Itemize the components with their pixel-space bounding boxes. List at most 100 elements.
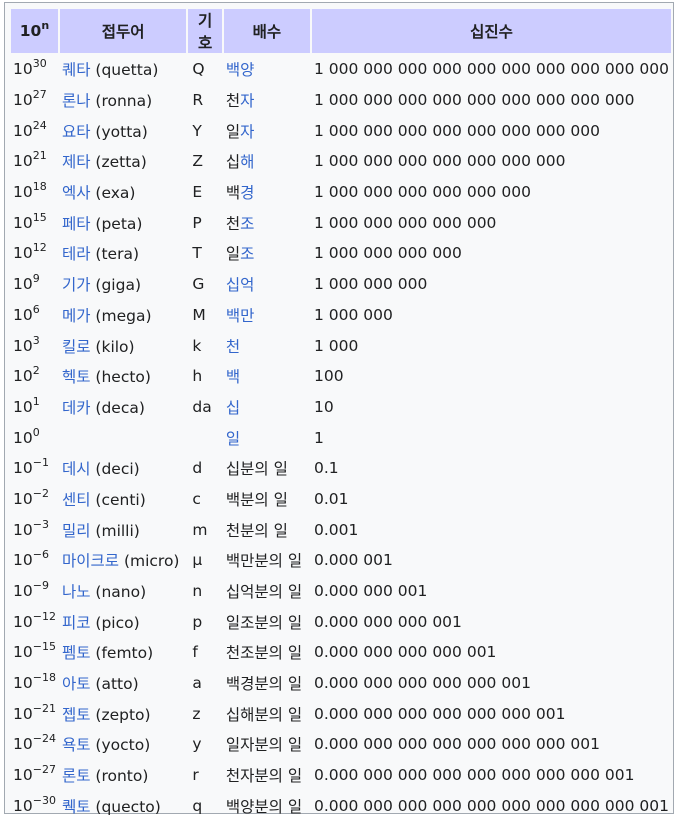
prefix-link[interactable]: 데시: [61, 460, 91, 479]
multiple-text: 일: [225, 245, 241, 264]
prefix-link[interactable]: 욕토: [61, 736, 91, 755]
prefix-link[interactable]: 센티: [61, 490, 91, 509]
power-cell: 10−27: [11, 761, 58, 790]
decimal-cell: 1 000 000 000: [314, 275, 428, 294]
symbol-cell: c: [192, 489, 201, 508]
symbol-cell: r: [192, 766, 199, 785]
table-row: 1027 론나 (ronna) R 천자 1 000 000 000 000 000 0…: [11, 86, 671, 115]
prefix-english: (yocto): [95, 736, 151, 755]
symbol-cell: z: [192, 704, 201, 723]
multiple-link[interactable]: 조: [240, 245, 255, 264]
decimal-cell: 0.000 000 000 000 000 000 000 001: [314, 735, 600, 754]
prefix-link[interactable]: 펨토: [61, 644, 91, 663]
prefix-link[interactable]: 킬로: [61, 337, 91, 356]
prefix-english: (giga): [95, 276, 141, 295]
power-base: 10: [13, 766, 33, 785]
prefix-english: (deca): [95, 398, 145, 417]
multiple-link[interactable]: 일: [225, 429, 241, 448]
decimal-cell: 1 000 000: [314, 305, 393, 324]
prefix-link[interactable]: 밀리: [61, 521, 91, 540]
prefix-english: (peta): [95, 214, 143, 233]
multiple-text: 십분의 일: [225, 460, 288, 479]
power-cell: 10−2: [11, 485, 58, 514]
prefix-link[interactable]: 테라: [61, 245, 91, 264]
multiple-link[interactable]: 자: [240, 122, 255, 141]
symbol-cell: m: [192, 520, 208, 539]
power-exponent: 21: [32, 149, 47, 163]
power-cell: 1021: [11, 147, 58, 176]
power-base: 10: [13, 275, 33, 294]
prefix-link[interactable]: 젭토: [61, 705, 91, 724]
power-cell: 102: [11, 362, 58, 391]
header-power: 10n: [11, 9, 58, 53]
power-base: 10: [13, 213, 33, 232]
prefix-cell: 펨토 (femto): [60, 638, 186, 667]
header-decimal: 십진수: [312, 9, 671, 53]
decimal-cell: 1 000 000 000 000: [314, 244, 462, 263]
prefix-link[interactable]: 메가: [61, 306, 91, 325]
prefix-link[interactable]: 피코: [61, 613, 91, 632]
prefix-link[interactable]: 나노: [61, 583, 91, 602]
prefix-link[interactable]: 헥토: [61, 368, 91, 387]
multiple-text: 백분의 일: [225, 490, 288, 509]
prefix-cell: 엑사 (exa): [60, 178, 186, 207]
prefix-link[interactable]: 페타: [61, 214, 91, 233]
prefix-english: (centi): [95, 490, 146, 509]
power-base: 10: [13, 674, 33, 693]
prefix-link[interactable]: 기가: [61, 276, 91, 295]
symbol-cell: M: [192, 305, 206, 324]
multiple-link[interactable]: 십: [225, 398, 241, 417]
prefix-cell: 기가 (giga): [60, 270, 186, 299]
prefix-link[interactable]: 아토: [61, 675, 91, 694]
prefix-cell: 요타 (yotta): [60, 116, 186, 145]
multiple-link[interactable]: 백양: [225, 61, 255, 80]
power-cell: 103: [11, 331, 58, 360]
multiple-link[interactable]: 백: [225, 368, 241, 387]
power-base: 10: [13, 152, 33, 171]
prefix-cell: 페타 (peta): [60, 208, 186, 237]
prefix-cell: 퀘타 (quetta): [60, 55, 186, 84]
table-row: 10−24 욕토 (yocto) y 일자분의 일 0.000 000 000 000 …: [11, 730, 671, 759]
prefix-link[interactable]: 론나: [61, 92, 91, 111]
multiple-link[interactable]: 해: [240, 153, 255, 172]
prefix-link[interactable]: 제타: [61, 153, 91, 172]
prefix-link[interactable]: 엑사: [61, 184, 91, 203]
prefix-link[interactable]: 퀘타: [61, 61, 91, 80]
prefix-link[interactable]: 요타: [61, 122, 91, 141]
prefix-link[interactable]: 퀙토: [61, 797, 91, 816]
multiple-link[interactable]: 백만: [225, 306, 255, 325]
prefix-cell: 데시 (deci): [60, 454, 186, 483]
multiple-text: 일자분의 일: [225, 736, 303, 755]
table-row: 10−1 데시 (deci) d 십분의 일 0.1: [11, 454, 671, 483]
multiple-link[interactable]: 조: [240, 214, 255, 233]
decimal-cell: 1 000 000 000 000 000 000 000: [314, 152, 566, 171]
multiple-link[interactable]: 십억: [225, 276, 255, 295]
multiple-cell: 천분의 일: [224, 515, 310, 544]
table-row: 1012 테라 (tera) T 일조 1 000 000 000 000: [11, 239, 671, 268]
prefix-english: (ronna): [95, 92, 153, 111]
table-row: 10−15 펨토 (femto) f 천조분의 일 0.000 000 000 000 …: [11, 638, 671, 667]
decimal-cell: 0.000 000 001: [314, 582, 428, 601]
prefix-english: (zepto): [95, 705, 151, 724]
multiple-link[interactable]: 경: [240, 184, 255, 203]
power-exponent: −1: [32, 456, 49, 470]
power-base: 10: [13, 459, 33, 478]
multiple-text: 십해분의 일: [225, 705, 303, 724]
multiple-cell: 백분의 일: [224, 485, 310, 514]
table-row: 102 헥토 (hecto) h 백 100: [11, 362, 671, 391]
power-base: 10: [13, 520, 33, 539]
table-row: 10−3 밀리 (milli) m 천분의 일 0.001: [11, 515, 671, 544]
power-base: 10: [13, 336, 33, 355]
multiple-text: 백양분의 일: [225, 797, 303, 816]
power-exponent: −9: [32, 579, 49, 593]
power-cell: 1015: [11, 208, 58, 237]
power-cell: 10−30: [11, 792, 58, 821]
prefix-link[interactable]: 마이크로: [61, 552, 119, 571]
prefix-link[interactable]: 데카: [61, 398, 91, 417]
multiple-link[interactable]: 자: [240, 92, 255, 111]
prefix-link[interactable]: 론토: [61, 767, 91, 786]
multiple-link[interactable]: 천: [225, 337, 241, 356]
table-row: 10−12 피코 (pico) p 일조분의 일 0.000 000 000 001: [11, 607, 671, 636]
table-row: 10−30 퀙토 (quecto) q 백양분의 일 0.000 000 000 000…: [11, 792, 671, 821]
symbol-cell: a: [192, 674, 202, 693]
